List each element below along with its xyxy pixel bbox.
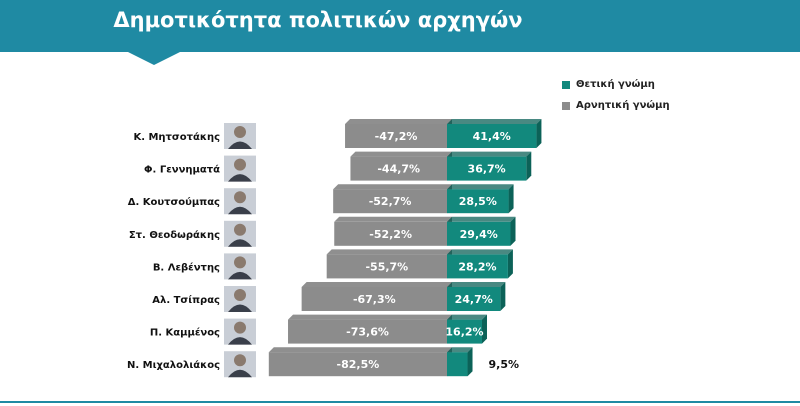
bar-positive-5	[447, 282, 506, 311]
bar-positive-4	[447, 249, 513, 279]
value-label-negative-6: -73,6%	[346, 326, 389, 339]
value-label-negative-4: -55,7%	[365, 260, 408, 273]
value-label-positive-0: 41,4%	[473, 130, 511, 143]
value-label-negative-7: -82,5%	[337, 358, 380, 371]
bar-positive-0	[447, 119, 542, 148]
bar-positive-3	[447, 216, 516, 246]
category-label-7: Ν. Μιχαλολιάκος	[127, 359, 220, 371]
header-notch	[128, 52, 180, 65]
avatar-5	[224, 286, 256, 312]
bar-negative-3	[334, 216, 452, 246]
bar-positive-7	[447, 347, 473, 377]
legend-swatch-positive	[562, 80, 570, 89]
bar-negative-2	[333, 184, 452, 214]
bar-positive-1	[447, 151, 532, 181]
chart-title: Δημοτικότητα πολιτικών αρχηγών	[113, 8, 523, 32]
value-label-positive-7: 9,5%	[489, 358, 520, 371]
avatar-4	[224, 253, 256, 280]
value-label-positive-4: 28,2%	[458, 260, 496, 273]
value-label-positive-6: 16,2%	[445, 326, 483, 339]
value-label-positive-2: 28,5%	[459, 195, 497, 208]
legend-swatch-negative	[562, 101, 570, 110]
legend: Θετική γνώμη Αρνητική γνώμη	[562, 74, 670, 116]
bar-negative-1	[350, 151, 452, 181]
value-label-negative-3: -52,2%	[369, 228, 412, 241]
avatar-7	[224, 351, 256, 378]
value-label-negative-5: -67,3%	[353, 293, 396, 306]
value-label-positive-3: 29,4%	[460, 228, 498, 241]
bar-negative-6	[288, 314, 452, 344]
category-label-2: Δ. Κουτσούμπας	[128, 196, 220, 208]
avatar-1	[224, 155, 256, 182]
avatar-6	[224, 318, 256, 345]
header-bar	[0, 0, 800, 52]
avatar-0	[224, 123, 256, 149]
bar-positive-6	[447, 314, 487, 344]
bar-positive-2	[447, 184, 514, 214]
legend-label-positive: Θετική γνώμη	[576, 79, 655, 90]
avatar-2	[224, 188, 256, 215]
value-label-positive-5: 24,7%	[455, 293, 493, 306]
bar-negative-7	[268, 347, 452, 377]
bar-negative-5	[301, 282, 452, 311]
category-label-3: Στ. Θεοδωράκης	[129, 229, 220, 241]
value-label-negative-1: -44,7%	[377, 163, 420, 176]
value-label-negative-0: -47,2%	[375, 130, 418, 143]
legend-item-positive: Θετική γνώμη	[562, 74, 670, 95]
bottom-divider	[0, 401, 800, 403]
avatar-3	[224, 220, 256, 247]
value-label-positive-1: 36,7%	[468, 163, 506, 176]
legend-item-negative: Αρνητική γνώμη	[562, 95, 670, 116]
category-label-5: Αλ. Τσίπρας	[152, 294, 220, 306]
value-label-negative-2: -52,7%	[369, 195, 412, 208]
category-label-4: Β. Λεβέντης	[153, 261, 220, 273]
legend-label-negative: Αρνητική γνώμη	[576, 100, 670, 111]
category-label-1: Φ. Γεννηματά	[144, 164, 220, 176]
category-label-0: Κ. Μητσοτάκης	[133, 131, 220, 143]
category-label-6: Π. Καμμένος	[150, 327, 220, 339]
